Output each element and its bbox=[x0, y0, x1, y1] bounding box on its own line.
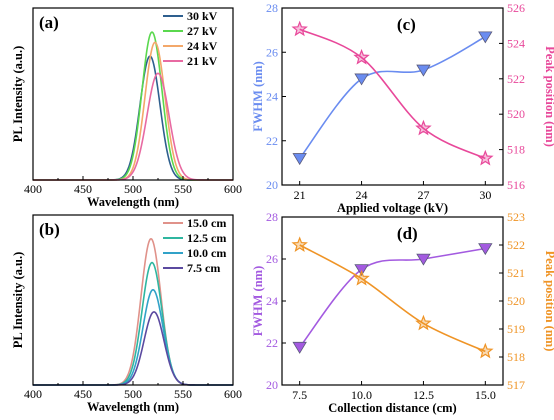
y-tick-label: 24 bbox=[266, 294, 278, 308]
y-right-tick-label: 522 bbox=[507, 72, 525, 86]
legend-entry: 30 kV bbox=[187, 9, 218, 23]
series-line-1 bbox=[33, 261, 233, 386]
star-marker bbox=[415, 314, 432, 331]
triangle-marker bbox=[292, 153, 307, 166]
y-right-tick-label: 518 bbox=[507, 143, 525, 157]
x-tick-label: 600 bbox=[224, 387, 242, 401]
panel-b: 400 450 500 550 600 Wavelength (nm) PL Intensi… bbox=[11, 214, 242, 414]
x-tick-label: 24 bbox=[356, 188, 368, 202]
y-tick-label: 26 bbox=[266, 252, 278, 266]
triangle-marker bbox=[416, 64, 431, 77]
x-tick-label: 27 bbox=[417, 188, 429, 202]
y-tick-label: 22 bbox=[266, 336, 278, 350]
y-right-tick-label: 523 bbox=[507, 210, 525, 224]
y-tick-label: 24 bbox=[266, 90, 278, 104]
series-line-0 bbox=[299, 247, 486, 348]
panel-label: (d) bbox=[397, 224, 418, 243]
y-axis-label: PL Intensity (a.u.) bbox=[11, 46, 25, 143]
y-axis-label: PL Intensity (a.u.) bbox=[11, 252, 25, 349]
y-right-tick-label: 524 bbox=[507, 36, 525, 50]
x-tick-label: 450 bbox=[74, 387, 92, 401]
panel-label: (b) bbox=[39, 220, 60, 239]
x-tick-label: 550 bbox=[174, 182, 192, 196]
y-axis-label: FWHM (nm) bbox=[251, 266, 265, 336]
x-tick-label: 400 bbox=[24, 387, 42, 401]
triangle-marker bbox=[416, 253, 431, 266]
y-right-axis-label: Peak position (nm) bbox=[543, 251, 554, 352]
legend-entry: 7.5 cm bbox=[187, 261, 220, 275]
y-right-axis-label: Peak position (nm) bbox=[543, 46, 554, 147]
x-tick-label: 21 bbox=[294, 188, 306, 202]
star-marker bbox=[353, 48, 370, 65]
series-line-0 bbox=[33, 55, 233, 181]
x-tick-label: 500 bbox=[124, 387, 142, 401]
star-marker bbox=[477, 149, 494, 166]
y-tick-label: 28 bbox=[266, 210, 278, 224]
legend-entry: 21 kV bbox=[187, 54, 218, 68]
series-line-1 bbox=[299, 244, 486, 353]
legend-entry: 10.0 cm bbox=[187, 246, 226, 260]
x-tick-label: 500 bbox=[124, 182, 142, 196]
x-tick-label: 10.0 bbox=[351, 388, 372, 402]
y-tick-label: 28 bbox=[266, 1, 278, 15]
y-tick-label: 26 bbox=[266, 45, 278, 59]
x-tick-label: 15.0 bbox=[475, 388, 496, 402]
x-axis-label: Applied voltage (kV) bbox=[337, 201, 448, 215]
star-marker bbox=[291, 20, 308, 37]
star-marker bbox=[353, 269, 370, 286]
x-tick-label: 400 bbox=[24, 182, 42, 196]
panel-d: 7.5 10.0 12.5 15.0 20 22 24 26 28 517 518 519 520 521… bbox=[251, 210, 554, 415]
triangle-marker bbox=[292, 341, 307, 354]
panel-c: 21 24 27 30 20 22 24 26 28 516 518 520 522 524 526 Appl… bbox=[251, 1, 554, 215]
star-marker bbox=[291, 236, 308, 253]
y-tick-label: 20 bbox=[266, 378, 278, 392]
y-right-tick-label: 519 bbox=[507, 322, 525, 336]
y-right-tick-label: 520 bbox=[507, 107, 525, 121]
panel-label: (a) bbox=[39, 13, 59, 32]
y-tick-label: 20 bbox=[266, 178, 278, 192]
triangle-marker bbox=[478, 31, 493, 44]
y-right-tick-label: 517 bbox=[507, 378, 525, 392]
legend-entry: 27 kV bbox=[187, 24, 218, 38]
y-right-tick-label: 521 bbox=[507, 266, 525, 280]
x-tick-label: 7.5 bbox=[292, 388, 307, 402]
star-marker bbox=[477, 342, 494, 359]
series-line-3 bbox=[33, 72, 233, 181]
y-right-tick-label: 518 bbox=[507, 350, 525, 364]
y-right-tick-label: 526 bbox=[507, 1, 525, 15]
x-axis-label: Wavelength (nm) bbox=[87, 195, 179, 209]
y-axis-label: FWHM (nm) bbox=[251, 61, 265, 131]
y-tick-label: 22 bbox=[266, 134, 278, 148]
series-line-0 bbox=[299, 36, 486, 159]
series-line-2 bbox=[33, 288, 233, 386]
legend-entry: 15.0 cm bbox=[187, 216, 226, 230]
legend-entry: 12.5 cm bbox=[187, 231, 226, 245]
y-right-tick-label: 520 bbox=[507, 294, 525, 308]
x-tick-label: 600 bbox=[224, 182, 242, 196]
triangle-marker bbox=[354, 73, 369, 86]
y-right-tick-label: 516 bbox=[507, 178, 525, 192]
series-line-1 bbox=[299, 28, 486, 160]
x-tick-label: 450 bbox=[74, 182, 92, 196]
y-right-tick-label: 522 bbox=[507, 238, 525, 252]
x-axis-label: Collection distance (cm) bbox=[328, 401, 456, 415]
x-tick-label: 30 bbox=[479, 188, 491, 202]
x-tick-label: 550 bbox=[174, 387, 192, 401]
x-tick-label: 12.5 bbox=[413, 388, 434, 402]
star-marker bbox=[415, 119, 432, 136]
panel-a: 400 450 500 550 600 Wavelength (nm) PL Intensi… bbox=[11, 7, 242, 209]
panel-label: (c) bbox=[397, 15, 416, 34]
legend-entry: 24 kV bbox=[187, 39, 218, 53]
x-axis-label: Wavelength (nm) bbox=[87, 400, 179, 414]
triangle-marker bbox=[478, 243, 493, 256]
